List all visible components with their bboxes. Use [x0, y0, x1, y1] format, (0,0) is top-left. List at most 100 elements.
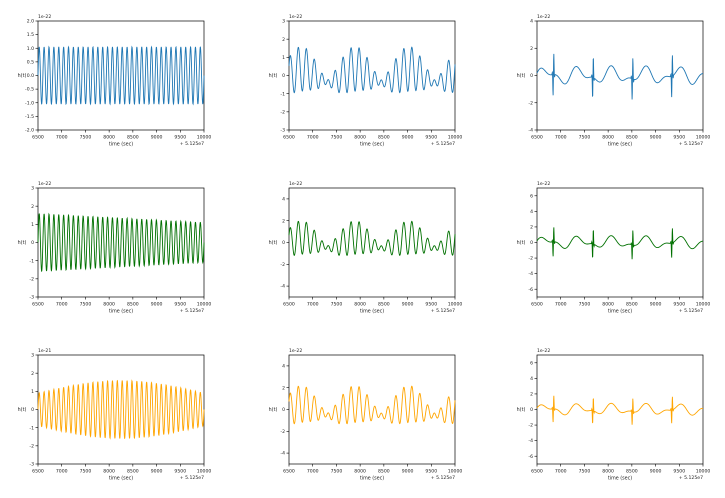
y-tick-label: -2 [528, 423, 533, 429]
x-axis-label: time (sec) [109, 476, 133, 482]
y-tick-label: 1 [282, 55, 285, 61]
y-tick-label: 0 [530, 407, 533, 413]
x-tick-label: 8500 [378, 469, 390, 475]
subplot-8: 6500 7000 7500 8000 8500 9000 9500 10000 -4 -2 0 2 4… [269, 348, 463, 482]
x-tick-label: 9500 [174, 135, 186, 141]
offset-label: + 5.125e7 [431, 308, 455, 314]
y-tick-label: 0 [282, 73, 285, 79]
y-axis-label: h(t) [517, 240, 526, 246]
y-tick-label: -3 [280, 128, 285, 134]
series-line [536, 395, 704, 425]
y-tick-label: 1.0 [27, 46, 34, 52]
x-tick-label: 10000 [448, 135, 463, 141]
y-tick-label: 1.5 [27, 32, 34, 38]
x-tick-label: 6500 [531, 302, 543, 308]
x-tick-label: 7500 [579, 469, 591, 475]
y-axis-label: h(t) [18, 73, 27, 79]
x-tick-label: 8500 [626, 302, 638, 308]
y-tick-label: 2 [530, 46, 533, 52]
scale-label: 1e-22 [38, 14, 51, 20]
y-tick-label: -4 [280, 451, 285, 457]
subplot-9: 6500 7000 7500 8000 8500 9000 9500 10000 -6 -4 -2 0… [517, 348, 711, 482]
x-axis-label: time (sec) [608, 309, 632, 315]
x-tick-label: 8500 [378, 302, 390, 308]
y-axis-label: h(t) [269, 73, 278, 79]
y-tick-label: -1 [280, 91, 285, 97]
y-axis-label: h(t) [517, 73, 526, 79]
y-tick-label: -1 [29, 258, 34, 264]
subplot-7: 6500 7000 7500 8000 8500 9000 9500 10000 -3 -2 -1 0… [18, 348, 212, 482]
x-axis-label: time (sec) [360, 476, 384, 482]
y-tick-label: 0 [31, 240, 34, 246]
series-line [288, 385, 456, 425]
plot-frame [536, 354, 704, 465]
plot-frame [288, 20, 456, 131]
x-tick-label: 7500 [331, 302, 343, 308]
y-tick-label: 0 [530, 240, 533, 246]
x-tick-label: 7000 [56, 302, 68, 308]
x-tick-label: 8500 [127, 469, 139, 475]
x-tick-label: 6500 [32, 469, 44, 475]
x-axis-label: time (sec) [608, 476, 632, 482]
y-tick-label: -1.5 [25, 114, 34, 120]
subplot-3: 6500 7000 7500 8000 8500 9000 9500 10000 -4 -2 0 2 4… [517, 14, 711, 148]
x-tick-label: 10000 [197, 135, 212, 141]
x-tick-label: 6500 [531, 135, 543, 141]
y-tick-label: 6 [530, 360, 533, 366]
series-line [288, 220, 456, 256]
x-tick-label: 9500 [673, 135, 685, 141]
y-tick-label: 2.0 [27, 19, 34, 25]
y-tick-label: -6 [528, 454, 533, 460]
y-tick-label: 6 [530, 193, 533, 199]
x-tick-label: 10000 [696, 302, 711, 308]
x-tick-label: 7500 [80, 135, 92, 141]
y-tick-label: 1 [31, 222, 34, 228]
y-tick-label: -2 [280, 109, 285, 115]
y-tick-label: 4 [530, 19, 533, 25]
y-tick-label: -4 [280, 284, 285, 290]
y-tick-label: 2 [31, 371, 34, 377]
x-tick-label: 7500 [80, 302, 92, 308]
x-axis-label: time (sec) [109, 142, 133, 148]
offset-label: + 5.125e7 [180, 308, 204, 314]
y-tick-label: -1 [29, 425, 34, 431]
x-tick-label: 10000 [448, 469, 463, 475]
y-axis-label: h(t) [18, 240, 27, 246]
y-tick-label: 3 [282, 19, 285, 25]
x-tick-label: 8000 [103, 302, 115, 308]
y-tick-label: 0 [282, 240, 285, 246]
x-tick-label: 8500 [626, 135, 638, 141]
series-line [37, 212, 205, 272]
x-tick-label: 6500 [32, 302, 44, 308]
series-line [536, 227, 704, 260]
y-tick-label: -1.0 [25, 100, 34, 106]
x-tick-label: 7500 [331, 469, 343, 475]
x-tick-label: 8000 [354, 469, 366, 475]
x-axis-label: time (sec) [360, 309, 384, 315]
scale-label: 1e-21 [38, 348, 51, 354]
x-tick-label: 7000 [555, 469, 567, 475]
x-tick-label: 7500 [331, 135, 343, 141]
y-tick-label: 4 [282, 197, 285, 203]
x-tick-label: 10000 [197, 302, 212, 308]
y-tick-label: -3 [29, 462, 34, 468]
x-tick-label: 9500 [425, 302, 437, 308]
y-tick-label: 0 [31, 407, 34, 413]
y-tick-label: -4 [528, 271, 533, 277]
x-tick-label: 9000 [650, 302, 662, 308]
y-tick-label: 2 [282, 218, 285, 224]
x-tick-label: 8500 [378, 135, 390, 141]
offset-label: + 5.125e7 [679, 141, 703, 147]
offset-label: + 5.125e7 [180, 475, 204, 481]
scale-label: 1e-22 [289, 181, 302, 187]
offset-label: + 5.125e7 [431, 475, 455, 481]
x-axis-label: time (sec) [109, 309, 133, 315]
series-line [37, 45, 205, 106]
y-tick-label: 3 [31, 186, 34, 192]
series-line [37, 379, 205, 440]
y-tick-label: 4 [530, 209, 533, 215]
x-tick-label: 7000 [56, 135, 68, 141]
x-tick-label: 6500 [283, 135, 295, 141]
y-tick-label: 0.0 [27, 73, 34, 79]
offset-label: + 5.125e7 [679, 475, 703, 481]
